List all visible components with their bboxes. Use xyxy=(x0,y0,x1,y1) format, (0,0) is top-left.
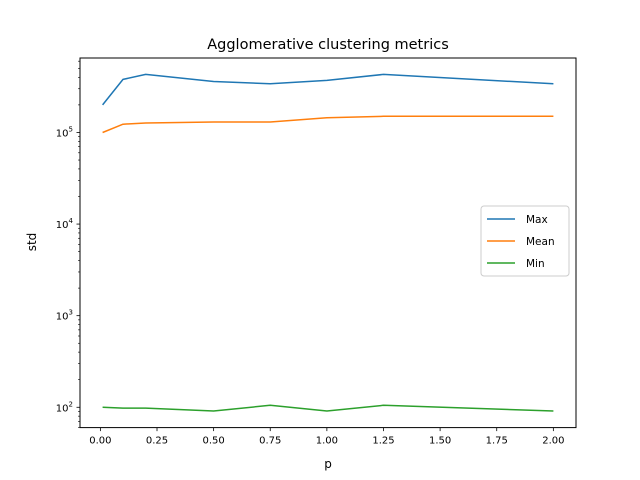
y-axis-ticks: 102 103 104 105 xyxy=(56,60,80,428)
x-axis-ticks: 0.00 0.25 0.50 0.75 1.00 1.25 1.50 1.75 2.00 xyxy=(89,427,564,447)
legend-label-mean: Mean xyxy=(526,236,555,248)
y-tick-label: 105 xyxy=(56,125,73,139)
x-tick-label: 1.50 xyxy=(429,436,451,447)
series-line-mean xyxy=(102,115,554,134)
y-tick-label: 102 xyxy=(56,400,73,414)
series-line-max xyxy=(102,73,554,106)
y-axis-label: std xyxy=(25,233,39,252)
y-tick-label: 104 xyxy=(56,217,74,231)
series-line-min xyxy=(102,404,554,412)
x-tick-label: 0.75 xyxy=(259,436,281,447)
x-tick-label: 0.00 xyxy=(89,436,111,447)
y-tick-label: 103 xyxy=(56,309,73,323)
legend-label-max: Max xyxy=(526,214,548,226)
x-tick-label: 1.00 xyxy=(316,436,338,447)
x-tick-label: 1.25 xyxy=(372,436,394,447)
legend: Max Mean Min xyxy=(480,205,570,277)
plot-frame xyxy=(79,57,577,429)
legend-box xyxy=(480,205,570,277)
chart-title: Agglomerative clustering metrics xyxy=(207,37,449,53)
x-tick-label: 1.75 xyxy=(486,436,508,447)
series-lines xyxy=(102,73,554,412)
x-tick-label: 2.00 xyxy=(542,436,564,447)
x-tick-label: 0.50 xyxy=(202,436,224,447)
x-axis-label: p xyxy=(324,457,332,471)
x-tick-label: 0.25 xyxy=(146,436,168,447)
legend-label-min: Min xyxy=(526,258,545,270)
